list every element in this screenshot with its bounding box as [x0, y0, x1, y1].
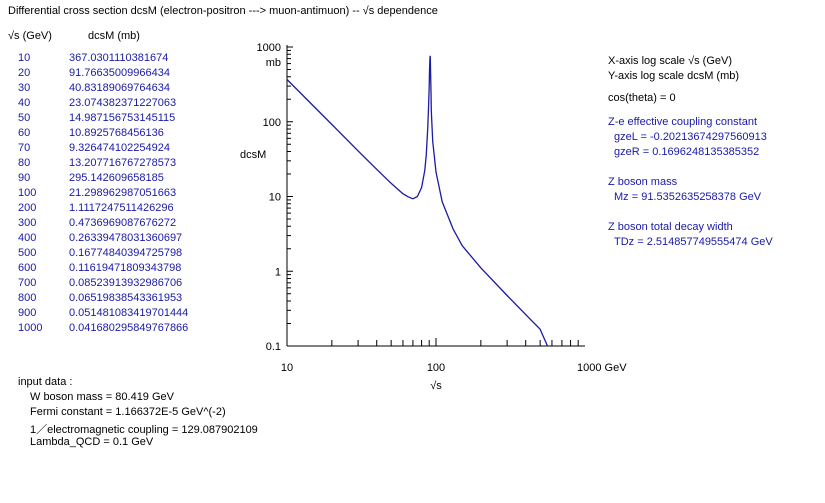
lambda-qcd: Lambda_QCD = 0.1 GeV — [30, 436, 154, 448]
coupling-title: Z-e effective coupling constant — [608, 116, 757, 128]
sqrt-s-value: 90 — [18, 172, 31, 184]
dcsm-value: 0.16774840394725798 — [69, 247, 183, 259]
table-row: 20 91.76635009966434 — [0, 66, 230, 80]
table-row: 60 10.8925768456136 — [0, 126, 230, 140]
page-title: Differential cross section dcsM (electro… — [8, 5, 438, 17]
table-row: 90 295.142609658185 — [0, 171, 230, 185]
table-header-x: √s (GeV) — [8, 30, 52, 42]
sqrt-s-value: 800 — [18, 292, 37, 304]
table-row: 400 0.26339478031360697 — [0, 231, 230, 245]
dcsm-value: 0.041680295849767866 — [69, 322, 189, 334]
x-tick-label: 100 — [427, 362, 445, 374]
table-row: 40 23.074382371227063 — [0, 96, 230, 110]
sqrt-s-value: 30 — [18, 82, 31, 94]
x-tick-label: 10 — [281, 362, 293, 374]
input-data-heading: input data : — [18, 376, 73, 388]
dcsm-value: 9.326474102254924 — [69, 142, 170, 154]
em-coupling: 1／electromagnetic coupling = 129.0879021… — [30, 424, 258, 436]
y-tick-label: 1000 — [257, 42, 281, 54]
cos-theta: cos(theta) = 0 — [608, 92, 676, 104]
x-scale-note: X-axis log scale √s (GeV) — [608, 55, 733, 67]
sqrt-s-value: 1000 — [18, 322, 43, 334]
table-row: 10 367.0301110381674 — [0, 51, 230, 65]
dcsm-value: 1.1117247511426296 — [69, 202, 174, 214]
sqrt-s-value: 60 — [18, 127, 31, 139]
dcsm-value: 295.142609658185 — [69, 172, 164, 184]
dcsm-value: 0.06519838543361953 — [69, 292, 183, 304]
z-width-value: TDz = 2.514857749555474 GeV — [614, 236, 773, 248]
sqrt-s-value: 300 — [18, 217, 37, 229]
dcsm-value: 23.074382371227063 — [69, 97, 177, 109]
sqrt-s-value: 600 — [18, 262, 37, 274]
dcsm-value: 367.0301110381674 — [69, 52, 169, 64]
table-row: 80 13.207716767278573 — [0, 156, 230, 170]
sqrt-s-value: 10 — [18, 52, 31, 64]
y-scale-note: Y-axis log scale dcsM (mb) — [608, 70, 740, 82]
dcsm-value: 40.83189069764634 — [69, 82, 170, 94]
y-tick-label: 1 — [275, 266, 281, 278]
sqrt-s-value: 700 — [18, 277, 37, 289]
dcsm-value: 21.298962987051663 — [69, 187, 177, 199]
table-row: 500 0.16774840394725798 — [0, 246, 230, 260]
x-axis-label: √s — [430, 380, 442, 392]
table-row: 70 9.326474102254924 — [0, 141, 230, 155]
table-row: 800 0.06519838543361953 — [0, 291, 230, 305]
dcsm-value: 0.08523913932986706 — [69, 277, 183, 289]
dcsm-value: 0.4736969087676272 — [69, 217, 177, 229]
y-tick-label: 10 — [269, 192, 281, 204]
dcsm-value: 14.987156753145115 — [69, 112, 176, 124]
sqrt-s-value: 50 — [18, 112, 31, 124]
table-row: 50 14.987156753145115 — [0, 111, 230, 125]
w-boson-mass: W boson mass = 80.419 GeV — [30, 391, 174, 403]
table-row: 300 0.4736969087676272 — [0, 216, 230, 230]
fermi-constant: Fermi constant = 1.166372E-5 GeV^(-2) — [30, 406, 226, 418]
table-row: 700 0.08523913932986706 — [0, 276, 230, 290]
table-header-y: dcsM (mb) — [88, 30, 140, 42]
z-width-title: Z boson total decay width — [608, 221, 733, 233]
sqrt-s-value: 900 — [18, 307, 37, 319]
table-row: 200 1.1117247511426296 — [0, 201, 230, 215]
gzel-value: gzeL = -0.20213674297560913 — [614, 131, 767, 143]
sqrt-s-value: 400 — [18, 232, 37, 244]
table-row: 600 0.11619471809343798 — [0, 261, 230, 275]
sqrt-s-value: 80 — [18, 157, 31, 169]
dcsm-value: 0.051481083419701444 — [69, 307, 189, 319]
cross-section-curve — [286, 55, 549, 347]
sqrt-s-value: 40 — [18, 97, 31, 109]
table-row: 30 40.83189069764634 — [0, 81, 230, 95]
z-mass-title: Z boson mass — [608, 176, 678, 188]
y-unit-label: mb — [266, 57, 281, 69]
dcsm-value: 13.207716767278573 — [69, 157, 177, 169]
sqrt-s-value: 200 — [18, 202, 37, 214]
table-row: 1000 0.041680295849767866 — [0, 321, 230, 335]
y-tick-label: 100 — [263, 117, 281, 129]
table-row: 900 0.051481083419701444 — [0, 306, 230, 320]
dcsm-value: 10.8925768456136 — [69, 127, 164, 139]
sqrt-s-value: 100 — [18, 187, 37, 199]
y-tick-label: 0.1 — [266, 341, 281, 353]
z-mass-value: Mz = 91.5352635258378 GeV — [614, 191, 762, 203]
gzer-value: gzeR = 0.1696248135385352 — [614, 146, 760, 158]
x-tick-label: 1000 GeV — [577, 362, 627, 374]
dcsm-value: 0.26339478031360697 — [69, 232, 183, 244]
dcsm-value: 91.76635009966434 — [69, 67, 170, 79]
dcsm-value: 0.11619471809343798 — [69, 262, 182, 274]
table-row: 100 21.298962987051663 — [0, 186, 230, 200]
sqrt-s-value: 70 — [18, 142, 31, 154]
sqrt-s-value: 500 — [18, 247, 37, 259]
sqrt-s-value: 20 — [18, 67, 31, 79]
y-axis-label: dcsM — [240, 149, 266, 161]
